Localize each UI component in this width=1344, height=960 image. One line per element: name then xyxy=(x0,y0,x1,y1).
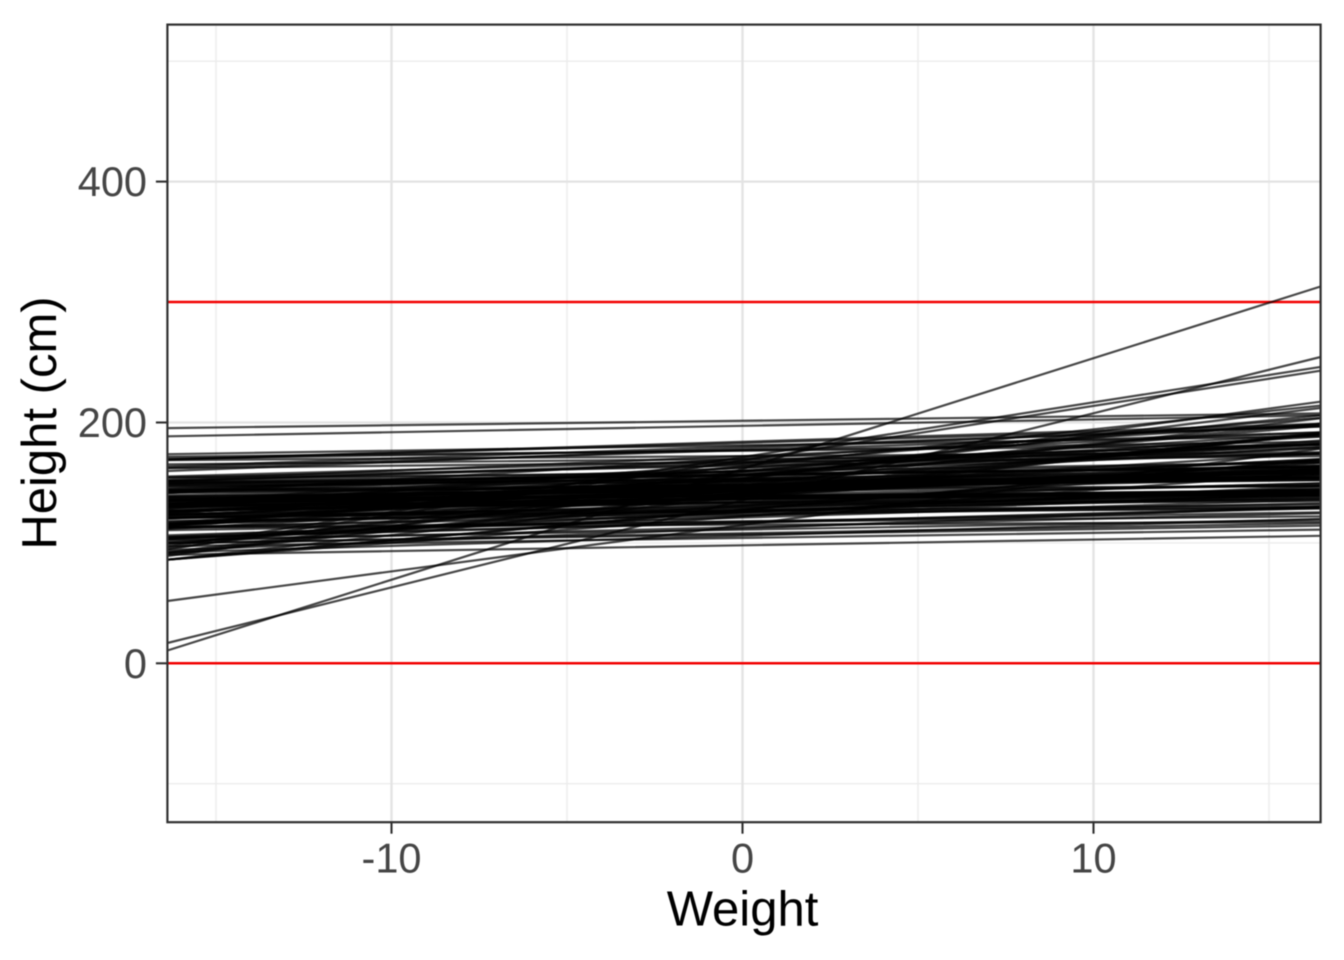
svg-text:0: 0 xyxy=(731,835,754,882)
svg-text:Height (cm): Height (cm) xyxy=(13,296,67,549)
svg-text:Weight: Weight xyxy=(667,883,819,937)
svg-text:-10: -10 xyxy=(362,835,422,882)
svg-text:200: 200 xyxy=(78,399,147,446)
svg-text:400: 400 xyxy=(78,158,147,205)
svg-text:10: 10 xyxy=(1070,835,1116,882)
svg-text:0: 0 xyxy=(124,640,147,687)
